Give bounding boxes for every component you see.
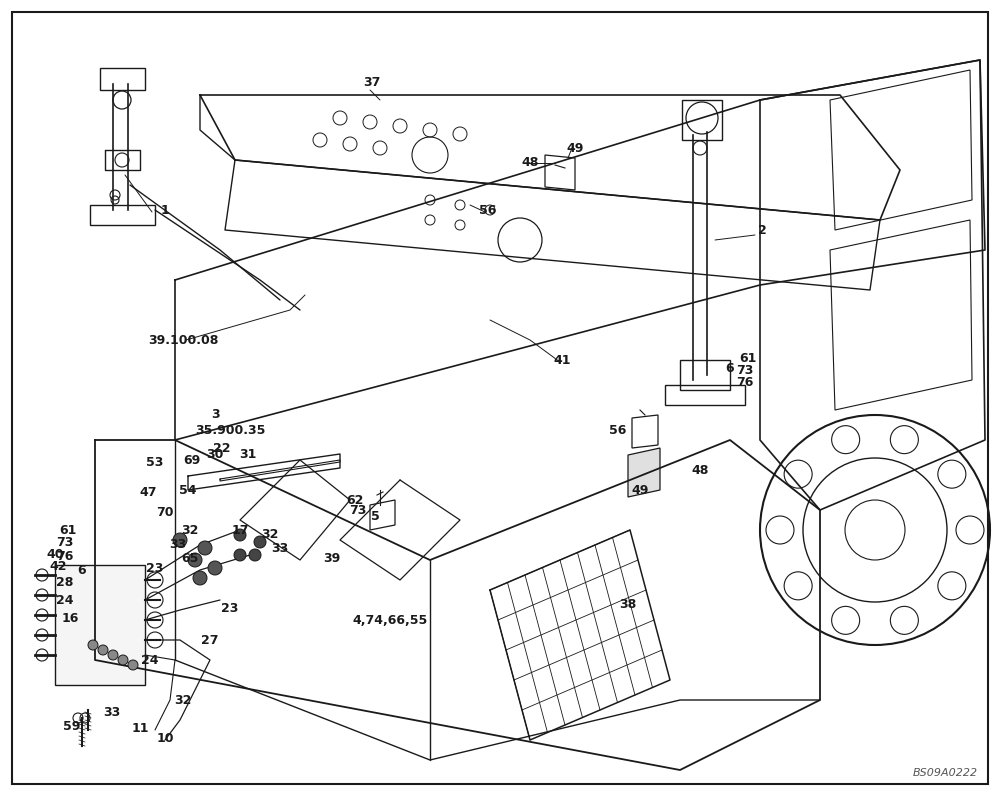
Text: 28: 28 [56,576,74,588]
Text: 48: 48 [691,463,709,477]
Text: 2: 2 [758,224,766,236]
Text: 56: 56 [479,204,497,217]
Text: 54: 54 [179,483,197,497]
Text: 3: 3 [211,408,219,422]
Text: 33: 33 [103,705,121,719]
Text: 65: 65 [181,552,199,564]
Circle shape [108,650,118,660]
Text: 32: 32 [174,693,192,707]
Text: 61: 61 [739,352,757,365]
Circle shape [98,645,108,655]
Text: 5: 5 [371,510,379,524]
Circle shape [147,572,163,588]
Text: 38: 38 [619,599,637,611]
Text: 76: 76 [736,376,754,388]
Text: 41: 41 [553,353,571,366]
Text: 37: 37 [363,76,381,88]
Text: 42: 42 [49,560,67,572]
Text: 53: 53 [146,456,164,470]
Text: 10: 10 [156,732,174,744]
Text: 30: 30 [206,448,224,462]
Text: 59: 59 [63,720,81,732]
Text: 47: 47 [139,486,157,500]
Text: 56: 56 [609,423,627,436]
Circle shape [118,655,128,665]
Text: 39.100.08: 39.100.08 [148,334,218,346]
Text: 69: 69 [183,454,201,466]
Text: 73: 73 [736,364,754,377]
Text: 76: 76 [56,549,74,563]
Text: 49: 49 [566,142,584,154]
Circle shape [36,649,48,661]
Polygon shape [628,448,660,497]
Text: 48: 48 [521,155,539,169]
Text: 22: 22 [213,443,231,455]
Text: 1: 1 [161,204,169,217]
Text: 6: 6 [726,361,734,374]
Circle shape [36,609,48,621]
Text: 6: 6 [78,564,86,576]
Text: 49: 49 [631,483,649,497]
Polygon shape [55,565,145,685]
Text: 4,74,66,55: 4,74,66,55 [352,614,428,626]
Text: 11: 11 [131,721,149,735]
Text: 33: 33 [169,539,187,552]
Text: 23: 23 [146,561,164,575]
Circle shape [88,640,98,650]
Circle shape [198,541,212,555]
Circle shape [234,529,246,541]
Circle shape [147,632,163,648]
Circle shape [36,629,48,641]
Circle shape [173,533,187,547]
Text: 33: 33 [271,541,289,555]
Circle shape [188,553,202,567]
Circle shape [147,592,163,608]
Text: 73: 73 [56,536,74,548]
Text: 35.900.35: 35.900.35 [195,423,265,436]
Circle shape [128,660,138,670]
Text: 62: 62 [346,494,364,506]
Text: 40: 40 [46,548,64,560]
Circle shape [249,549,261,561]
Text: 31: 31 [239,448,257,462]
Circle shape [147,612,163,628]
Text: BS09A0222: BS09A0222 [913,768,978,778]
Text: 23: 23 [221,602,239,615]
Circle shape [193,571,207,585]
Text: 61: 61 [59,524,77,537]
Text: 27: 27 [201,634,219,646]
Circle shape [36,589,48,601]
Circle shape [208,561,222,575]
Circle shape [36,569,48,581]
Text: 16: 16 [61,611,79,625]
Circle shape [254,536,266,548]
Text: 32: 32 [181,524,199,537]
Text: 24: 24 [141,654,159,666]
Circle shape [234,549,246,561]
Text: 17: 17 [231,524,249,537]
Text: 73: 73 [349,504,367,517]
Text: 70: 70 [156,506,174,520]
Text: 39: 39 [323,552,341,564]
Text: 32: 32 [261,529,279,541]
Text: 24: 24 [56,594,74,607]
